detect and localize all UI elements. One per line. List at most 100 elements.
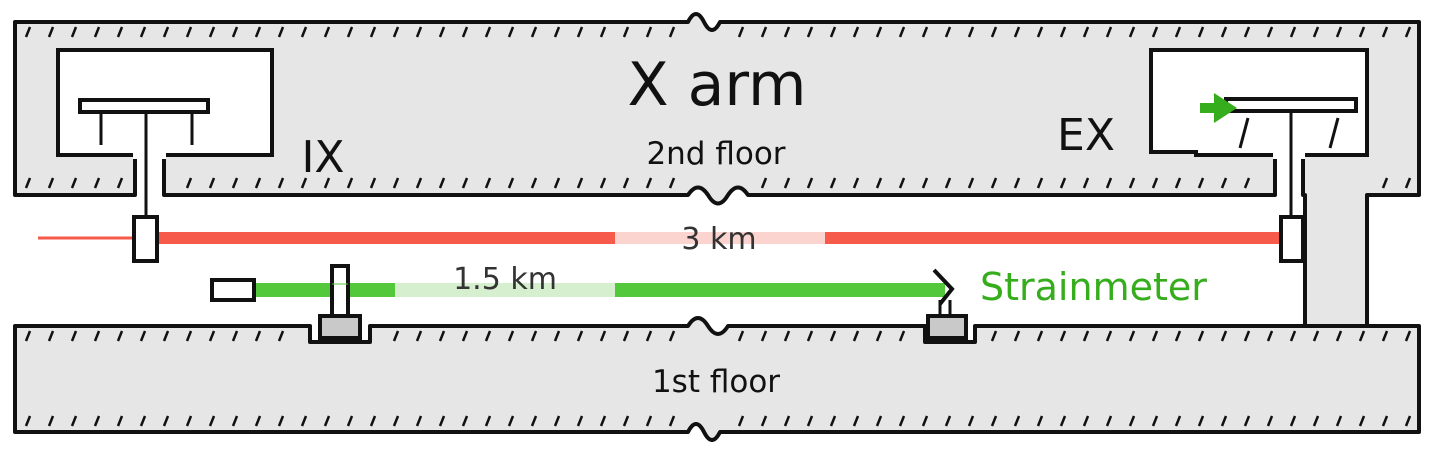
hatch-mark — [1151, 415, 1159, 427]
hatch-mark — [277, 26, 285, 38]
hatch-mark — [1335, 330, 1343, 342]
hatch-mark — [231, 177, 239, 189]
strainmeter-right-segment — [615, 283, 945, 297]
hatch-mark — [415, 330, 423, 342]
hatch-mark — [392, 177, 400, 189]
hatch-upper-top — [24, 26, 1412, 38]
hatch-mark — [1220, 330, 1228, 342]
hatch-mark — [944, 26, 952, 38]
diagram-title: X arm — [627, 50, 806, 120]
hatch-mark — [346, 415, 354, 427]
hatch-mark — [1289, 330, 1297, 342]
hatch-mark — [1220, 26, 1228, 38]
hatch-mark — [484, 177, 492, 189]
hatch-mark — [553, 26, 561, 38]
hatch-mark — [576, 177, 584, 189]
hatch-mark — [875, 177, 883, 189]
hatch-mark — [461, 26, 469, 38]
hatch-mark — [1220, 415, 1228, 427]
hatch-mark — [1013, 330, 1021, 342]
hatch-mark — [829, 177, 837, 189]
hatch-mark — [24, 26, 32, 38]
hatch-mark — [369, 415, 377, 427]
hatch-mark — [323, 415, 331, 427]
hatch-mark — [1105, 177, 1113, 189]
hatch-mark — [576, 330, 584, 342]
hatch-mark — [1128, 177, 1136, 189]
left-strainmeter-mount — [318, 264, 362, 340]
hatch-mark — [967, 415, 975, 427]
hatch-mark — [668, 330, 676, 342]
hatch-mark — [208, 415, 216, 427]
hatch-mark — [47, 415, 55, 427]
main-beam-left-segment — [145, 232, 615, 244]
hatch-mark — [829, 330, 837, 342]
hatch-mark — [323, 26, 331, 38]
hatch-mark — [553, 330, 561, 342]
hatch-mark — [852, 177, 860, 189]
hatch-mark — [898, 177, 906, 189]
hatch-mark — [231, 330, 239, 342]
hatch-mark — [1358, 415, 1366, 427]
hatch-mark — [944, 177, 952, 189]
hatch-mark — [1381, 415, 1389, 427]
hatch-mark — [1381, 330, 1389, 342]
hatch-mark — [93, 177, 101, 189]
hatch-mark — [1128, 330, 1136, 342]
hatch-mark — [208, 26, 216, 38]
hatch-mark — [1036, 177, 1044, 189]
hatch-mark — [1404, 415, 1412, 427]
hatch-mark — [116, 26, 124, 38]
hatch-mark — [599, 330, 607, 342]
hatch-mark — [760, 415, 768, 427]
hatch-mark — [622, 177, 630, 189]
hatch-mark — [1082, 26, 1090, 38]
hatch-mark — [875, 26, 883, 38]
hatch-lower-bottom — [24, 415, 1412, 427]
hatch-mark — [1266, 330, 1274, 342]
hatch-mark — [254, 177, 262, 189]
hatch-mark — [254, 26, 262, 38]
hatch-mark — [1082, 330, 1090, 342]
hatch-mark — [185, 330, 193, 342]
hatch-mark — [921, 26, 929, 38]
hatch-mark — [93, 330, 101, 342]
hatch-mark — [507, 26, 515, 38]
hatch-mark — [70, 415, 78, 427]
hatch-mark — [1082, 177, 1090, 189]
hatch-mark — [921, 415, 929, 427]
hatch-mark — [139, 415, 147, 427]
hatch-mark — [461, 177, 469, 189]
hatch-mark — [852, 415, 860, 427]
hatch-mark — [829, 415, 837, 427]
second-floor-slab — [13, 12, 1421, 328]
hatch-mark — [1404, 177, 1412, 189]
hatch-mark — [185, 415, 193, 427]
hatch-mark — [1335, 415, 1343, 427]
main-beam — [38, 232, 1285, 244]
hatch-lower-top — [24, 330, 1412, 342]
hatch-mark — [1358, 330, 1366, 342]
hatch-mark — [1243, 177, 1251, 189]
hatch-mark — [783, 415, 791, 427]
hatch-mark — [1312, 330, 1320, 342]
hatch-mark — [70, 330, 78, 342]
hatch-mark — [852, 26, 860, 38]
hatch-mark — [737, 330, 745, 342]
hatch-mark — [1197, 177, 1205, 189]
hatch-mark — [760, 177, 768, 189]
hatch-mark — [737, 26, 745, 38]
hatch-mark — [507, 330, 515, 342]
hatch-mark — [1289, 415, 1297, 427]
hatch-mark — [622, 330, 630, 342]
hatch-mark — [576, 26, 584, 38]
main-beam-right-segment — [825, 232, 1285, 244]
hatch-mark — [599, 26, 607, 38]
hatch-mark — [1404, 330, 1412, 342]
hatch-mark — [461, 415, 469, 427]
hatch-mark — [162, 26, 170, 38]
hatch-mark — [231, 415, 239, 427]
hatch-mark — [392, 26, 400, 38]
strainmeter-laser — [210, 278, 256, 302]
